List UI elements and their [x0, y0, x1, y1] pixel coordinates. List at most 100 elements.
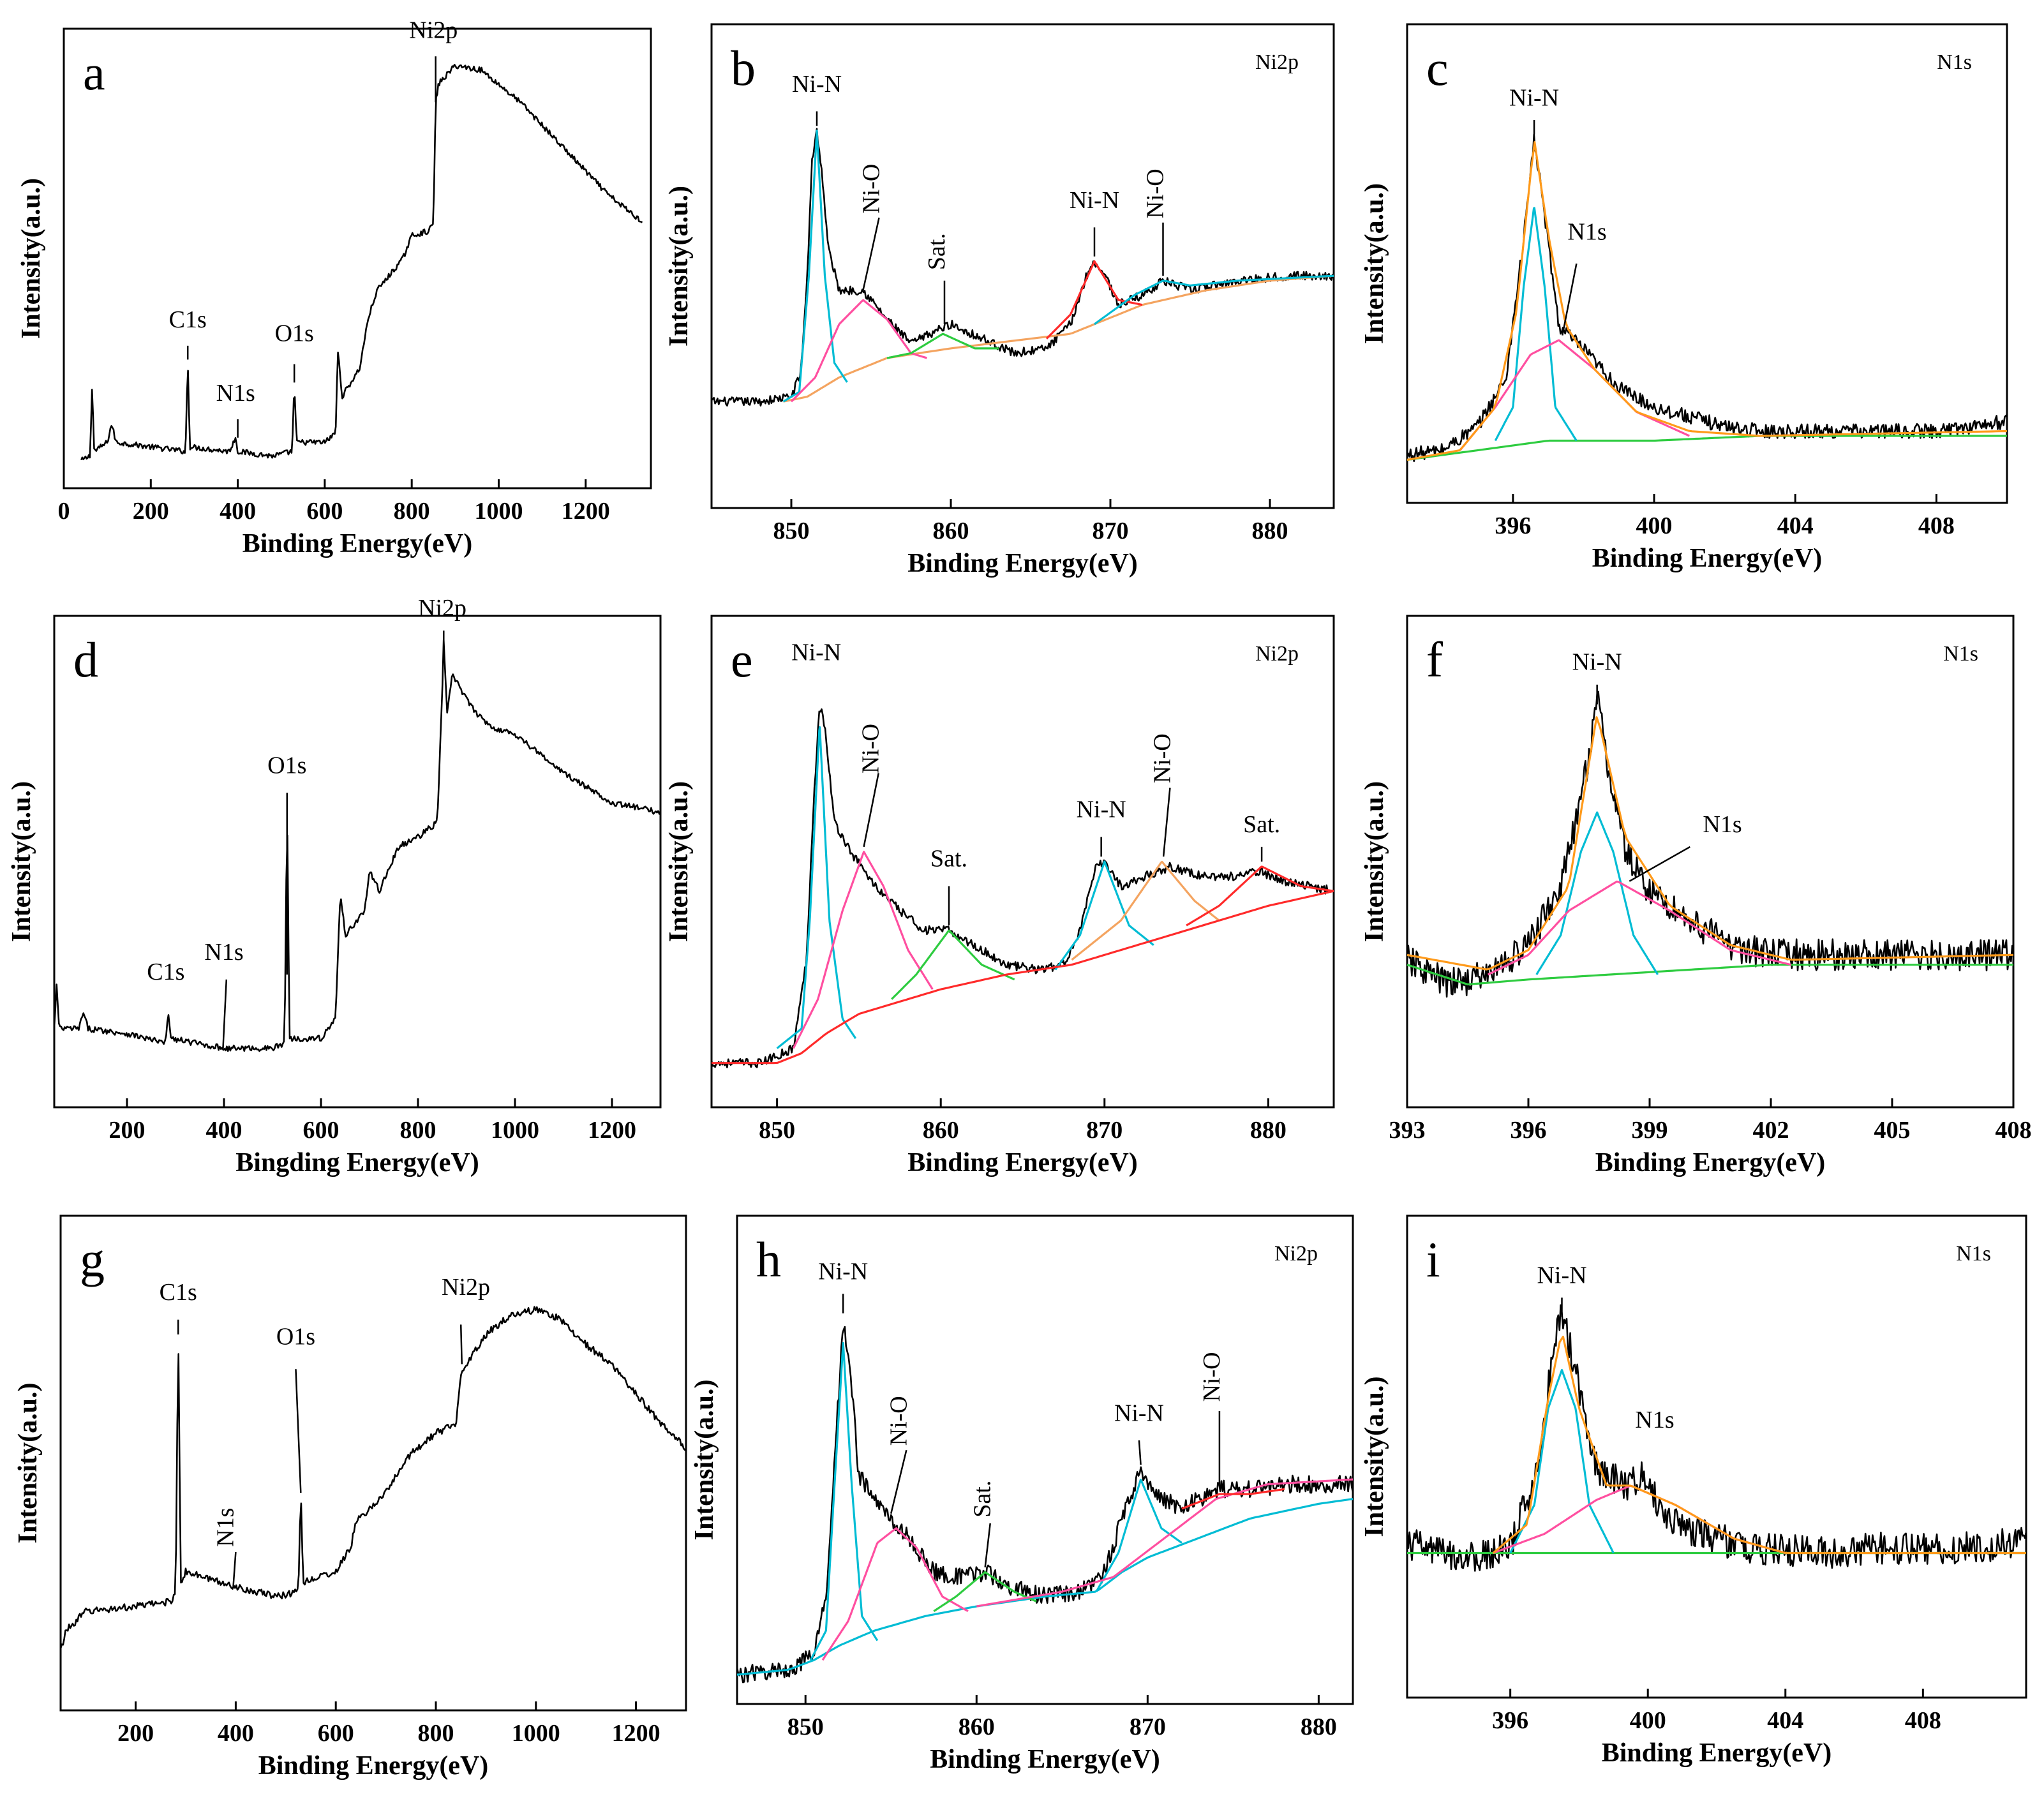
annotation-leader [862, 217, 880, 291]
series-sat- [886, 332, 999, 359]
x-tick-label: 396 [1495, 512, 1531, 539]
peak-label: C1s [160, 1279, 197, 1306]
core-level-label: Ni2p [1255, 50, 1299, 74]
peak-label: O1s [275, 320, 314, 347]
panel-g: 200 400 600 800 1000 1200 Binding Energy(eV) In… [13, 1214, 687, 1781]
peak-label: Sat. [969, 1481, 996, 1518]
x-axis-title: Binding Energy(eV) [242, 529, 473, 558]
series-sat- [891, 929, 1015, 1000]
annotation-leader [1162, 788, 1171, 857]
x-tick-label: 870 [1130, 1714, 1166, 1740]
series-raw [710, 708, 1334, 1068]
x-tick-label: 400 [1636, 512, 1673, 539]
annotation-leader [459, 1324, 463, 1364]
x-tick-label: 880 [1301, 1714, 1337, 1740]
x-axis-title: Binding Energy(eV) [907, 549, 1138, 578]
x-tick-label: 1200 [588, 1117, 636, 1144]
plot-frame [710, 615, 1335, 1109]
peak-label: Ni-O [858, 724, 884, 773]
x-axis-title: Binding Energy(eV) [1595, 1148, 1826, 1177]
x-tick-label: 880 [1252, 518, 1288, 544]
peak-label: Ni-N [1572, 649, 1622, 676]
series-ni-o-2p1-2 [976, 1478, 1354, 1608]
x-tick-label: 880 [1250, 1117, 1287, 1144]
series-survey [53, 639, 662, 1052]
annotation-leader [890, 1449, 907, 1514]
x-tick-label: 600 [303, 1117, 339, 1144]
series-ni-n [1535, 811, 1659, 975]
x-tick-label: 399 [1632, 1117, 1668, 1144]
panel-b: 850 860 870 880 Binding Energy(eV) Intensity(… [664, 23, 1335, 578]
series-ni-o-2p1-2 [1071, 860, 1220, 961]
panel-d: 200 400 600 800 1000 1200 Bingding Energy(eV) I… [7, 595, 662, 1177]
x-tick-label: 800 [394, 498, 430, 525]
peak-label: Ni-N [792, 71, 842, 98]
y-axis-title: Intensity(a.u.) [1360, 1376, 1389, 1537]
x-tick-label: 1000 [474, 498, 523, 525]
x-tick-label: 404 [1767, 1707, 1803, 1734]
series-ni-n-2p3-2 [776, 726, 857, 1049]
x-tick-label: 408 [1918, 512, 1955, 539]
panel-h: 850 860 870 880 Binding Energy(eV) Intensity(… [690, 1214, 1354, 1774]
panel-letter: c [1426, 40, 1449, 96]
peak-label: Ni-N [1114, 1400, 1164, 1426]
series-ni-n-2p3-2 [782, 130, 848, 403]
panel-letter: f [1426, 632, 1443, 687]
series-envelope [1492, 1335, 2026, 1555]
x-tick-label: 0 [58, 498, 70, 525]
series-ni-o-2p3-2 [821, 1527, 969, 1661]
x-tick-label: 860 [959, 1714, 995, 1740]
peak-label: N1s [212, 1508, 239, 1547]
series-ni-o-2p3-2 [792, 851, 934, 1049]
series-background [712, 890, 1334, 1065]
series-ni-n-2p1-2 [1095, 1479, 1182, 1592]
y-axis-title: Intensity(a.u.) [7, 781, 36, 942]
x-tick-label: 1200 [562, 498, 610, 525]
x-tick-label: 400 [1630, 1707, 1666, 1734]
y-axis-title: Intensity(a.u.) [1360, 183, 1389, 344]
x-tick-label: 200 [117, 1720, 154, 1747]
x-tick-label: 800 [418, 1720, 454, 1747]
x-tick-label: 393 [1389, 1117, 1426, 1144]
series-survey [80, 64, 643, 461]
x-tick-label: 860 [933, 518, 969, 544]
peak-label: Ni2p [409, 17, 458, 43]
x-axis-title: Binding Energy(eV) [930, 1745, 1160, 1774]
panel-letter: i [1426, 1232, 1440, 1287]
series-raw [711, 128, 1335, 407]
peak-label: Ni-O [1149, 733, 1175, 783]
core-level-label: N1s [1956, 1242, 1991, 1266]
peak-label: Ni-O [1142, 168, 1169, 218]
x-tick-label: 870 [1086, 1117, 1123, 1144]
x-tick-label: 402 [1753, 1117, 1789, 1144]
series-envelope [1406, 716, 2014, 971]
core-level-label: N1s [1943, 642, 1978, 666]
x-axis-title: Binding Energy(eV) [907, 1148, 1138, 1177]
peak-label: Ni-N [1537, 1262, 1586, 1289]
series-background [783, 274, 1334, 403]
series-background [1406, 435, 2007, 461]
annotation-leader [863, 773, 879, 848]
peak-label: Ni-O [858, 164, 885, 214]
series-raw [736, 1326, 1354, 1684]
series-ni-o-2p3-2 [790, 299, 927, 403]
panel-letter: h [756, 1232, 781, 1287]
core-level-label: N1s [1937, 50, 1972, 74]
series-n1s [1459, 339, 1690, 451]
series-ni-o-2p1-2 [1094, 274, 1334, 325]
annotation-leader [1138, 1440, 1142, 1465]
peak-label: C1s [147, 959, 184, 985]
peak-label: N1s [1635, 1407, 1674, 1433]
series-survey [59, 1306, 687, 1649]
x-tick-label: 600 [306, 498, 343, 525]
plot-frame [59, 1214, 687, 1712]
plot-frame [1406, 23, 2008, 504]
x-tick-label: 396 [1492, 1707, 1528, 1734]
plot-frame [710, 23, 1335, 509]
peak-label: Sat. [930, 846, 967, 872]
x-tick-label: 396 [1511, 1117, 1547, 1144]
peak-label: O1s [267, 752, 306, 779]
panel-e: 850 860 870 880 Binding Energy(eV) Intensity(… [664, 615, 1335, 1177]
